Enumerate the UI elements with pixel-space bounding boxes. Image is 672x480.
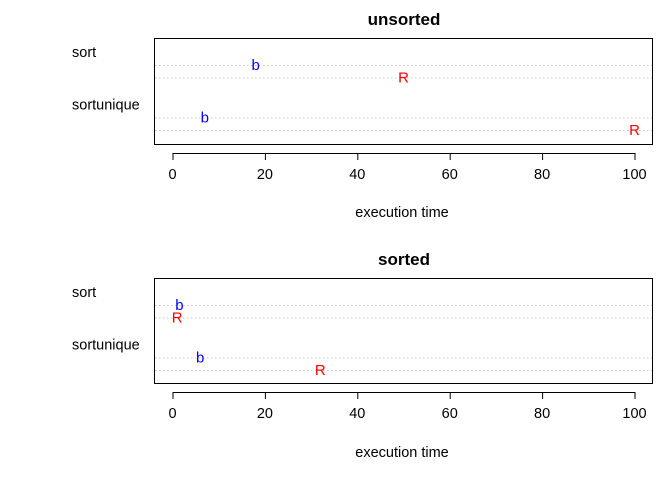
- x-tick-label: 20: [257, 406, 273, 422]
- point-R-sort: R: [172, 310, 183, 327]
- chart-title: unsorted: [368, 10, 441, 29]
- group-label-sort: sort: [72, 45, 96, 61]
- point-b-sortunique: b: [201, 110, 209, 127]
- x-tick-label: 40: [349, 167, 365, 183]
- point-R-sortunique: R: [629, 122, 640, 139]
- point-b-sort: b: [251, 57, 259, 74]
- x-axis-label: execution time: [355, 445, 449, 461]
- plot-frame: [154, 278, 653, 384]
- group-label-sortunique: sortunique: [72, 98, 140, 114]
- x-tick-label: 20: [257, 167, 273, 183]
- chart-title: sorted: [378, 250, 430, 269]
- x-tick-label: 80: [534, 167, 550, 183]
- x-tick-label: 60: [442, 167, 458, 183]
- point-R-sortunique: R: [315, 362, 326, 379]
- x-axis-label: execution time: [355, 205, 449, 221]
- point-b-sortunique: b: [196, 350, 204, 367]
- plot-frame: [154, 38, 653, 145]
- x-tick-label: 0: [168, 406, 176, 422]
- group-label-sortunique: sortunique: [72, 338, 140, 354]
- x-tick-label: 40: [349, 406, 365, 422]
- x-tick-label: 100: [622, 406, 646, 422]
- group-label-sort: sort: [72, 285, 96, 301]
- x-tick-label: 0: [168, 167, 176, 183]
- point-R-sort: R: [398, 70, 409, 87]
- x-tick-label: 100: [622, 167, 646, 183]
- x-tick-label: 60: [442, 406, 458, 422]
- point-b-sort: b: [175, 297, 183, 314]
- x-tick-label: 80: [534, 406, 550, 422]
